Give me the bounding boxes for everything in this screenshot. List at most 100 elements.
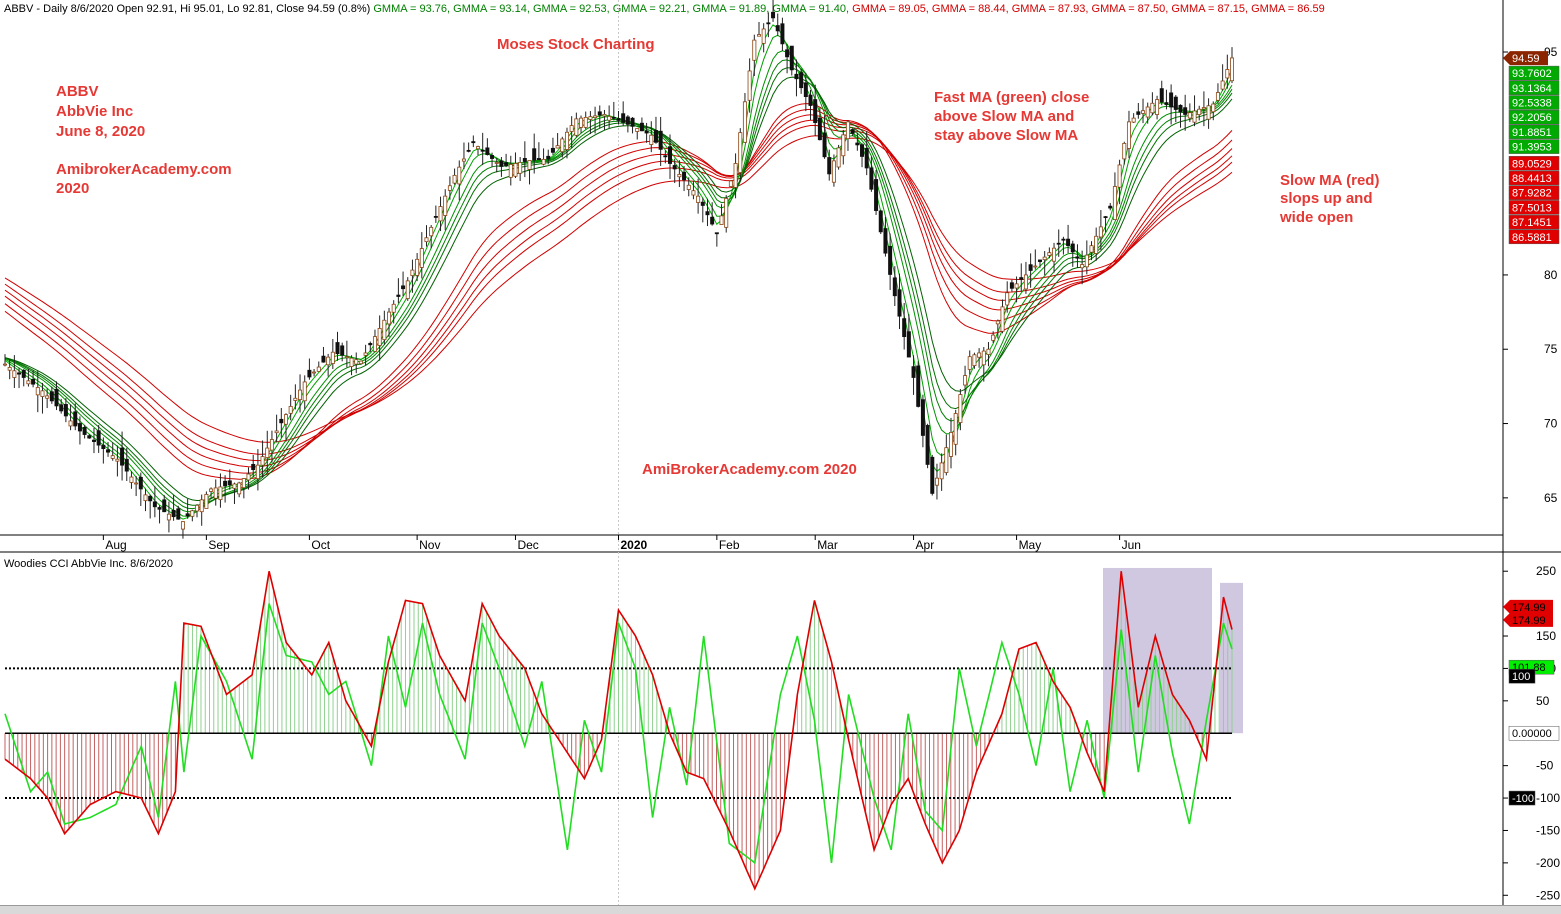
- candle-body-240: [1126, 121, 1131, 149]
- candle-body-192: [902, 318, 907, 338]
- slow-ma-line-2: [4, 114, 1233, 468]
- fast-ma-badge-4: 91.8851: [1508, 124, 1560, 140]
- candle-body-248: [1164, 102, 1169, 105]
- fast-ma-badge-2: 92.5338: [1508, 95, 1560, 110]
- candle-body-118: [555, 145, 560, 149]
- candle-body-36: [171, 509, 176, 518]
- cci-ytick-label-3: 50: [1536, 694, 1550, 708]
- candle-body-129: [607, 116, 612, 121]
- candle-body-194: [911, 366, 916, 378]
- candle-body-52: [246, 473, 251, 481]
- candle-body-34: [162, 499, 167, 513]
- candle-body-211: [991, 334, 996, 341]
- candle-body-161: [756, 34, 761, 37]
- candle-body-112: [527, 160, 532, 170]
- annotation-slow-ma-1: Slow MA (red): [1280, 172, 1379, 189]
- month-label-7: Mar: [817, 538, 838, 552]
- candle-body-51: [241, 478, 246, 489]
- slow-ma-badge-0-label: 89.0529: [1512, 158, 1552, 170]
- slow-ma-badge-2-bg: [1508, 185, 1560, 200]
- candle-body-79: [372, 336, 377, 352]
- gmma-value-4: GMMA = 91.89,: [689, 3, 769, 15]
- candle-body-256: [1201, 107, 1206, 110]
- candle-body-151: [710, 216, 715, 225]
- candle-body-65: [307, 369, 312, 378]
- candle-body-200: [939, 462, 944, 480]
- candle-body-245: [1150, 102, 1155, 114]
- candle-body-152: [714, 232, 719, 235]
- candle-body-216: [1014, 283, 1019, 289]
- cci-ytick-label-1: 150: [1536, 629, 1556, 643]
- candle-body-155: [728, 180, 733, 187]
- candle-body-225: [1056, 242, 1061, 245]
- candle-body-87: [410, 269, 415, 276]
- candle-body-259: [1215, 92, 1220, 101]
- slow-ma-badge-0-bg: [1508, 156, 1560, 171]
- month-label-9: May: [1019, 538, 1042, 552]
- candle-body-18: [87, 435, 92, 439]
- fast-ma-badge-1: 93.1364: [1508, 80, 1560, 96]
- candle-body-37: [176, 508, 181, 520]
- candle-body-237: [1112, 186, 1117, 220]
- fast-ma-badge-0-label: 93.7602: [1512, 68, 1552, 80]
- candle-body-205: [963, 375, 968, 386]
- candle-body-5: [26, 380, 31, 385]
- candle-body-197: [925, 425, 930, 465]
- candle-body-190: [892, 277, 897, 297]
- slow-ma-badge-5-label: 86.5881: [1512, 232, 1552, 244]
- sheet-tab-bar[interactable]: [0, 905, 1561, 914]
- candle-body-108: [508, 164, 513, 178]
- candle-body-16: [77, 423, 82, 432]
- candle-body-88: [415, 258, 420, 276]
- candle-body-230: [1080, 264, 1085, 269]
- price-ytick-label-1: 70: [1544, 417, 1558, 431]
- fast-ma-badge-3: 92.2056: [1508, 109, 1560, 125]
- candle-body-54: [255, 464, 260, 480]
- candle-body-6: [31, 378, 36, 385]
- candle-body-133: [625, 116, 630, 125]
- slow-ma-badge-3-label: 87.5013: [1512, 202, 1552, 214]
- candle-body-114: [536, 158, 541, 161]
- candle-body-206: [967, 356, 972, 370]
- candle-body-14: [68, 420, 73, 427]
- cci-badge-5-label: -100: [1512, 793, 1534, 805]
- candle-body-198: [930, 456, 935, 494]
- candle-body-97: [457, 166, 462, 185]
- candle-body-214: [1005, 292, 1010, 306]
- candle-body-170: [799, 72, 804, 89]
- candle-body-222: [1042, 256, 1047, 261]
- candle-body-141: [663, 155, 668, 158]
- candle-body-53: [251, 464, 256, 471]
- candle-body-119: [560, 138, 565, 153]
- cci-ytick-label-6: -150: [1536, 823, 1560, 837]
- candle-body-123: [579, 117, 584, 128]
- slow-ma-line-0: [4, 103, 1233, 480]
- gmma-value-8: GMMA = 87.93,: [1009, 3, 1089, 15]
- candle-body-24: [115, 458, 120, 462]
- candle-body-17: [82, 426, 87, 435]
- candle-body-224: [1052, 247, 1057, 262]
- gmma-value-1: GMMA = 93.14,: [450, 3, 530, 15]
- candle-body-208: [977, 352, 982, 358]
- candle-body-89: [419, 248, 424, 268]
- candle-body-61: [288, 406, 293, 414]
- annotation-ticker: ABBV: [56, 83, 99, 100]
- candle-body-28: [134, 482, 139, 485]
- candle-body-145: [682, 171, 687, 181]
- candle-body-43: [204, 493, 209, 509]
- candle-body-168: [789, 45, 794, 71]
- cci-ytick-label-5: -100: [1536, 791, 1560, 805]
- slow-ma-badge-4-bg: [1508, 214, 1560, 230]
- candle-body-15: [73, 411, 78, 427]
- gmma-value-6: GMMA = 89.05,: [849, 3, 929, 15]
- candle-body-121: [569, 125, 574, 132]
- slow-ma-badge-3-bg: [1508, 200, 1560, 215]
- candle-body-132: [621, 113, 626, 123]
- last-price-arrow: [1503, 51, 1548, 66]
- candle-body-63: [298, 389, 303, 401]
- candle-body-215: [1009, 282, 1014, 289]
- candle-body-159: [747, 70, 752, 101]
- candle-body-40: [190, 510, 195, 517]
- candle-body-232: [1089, 245, 1094, 253]
